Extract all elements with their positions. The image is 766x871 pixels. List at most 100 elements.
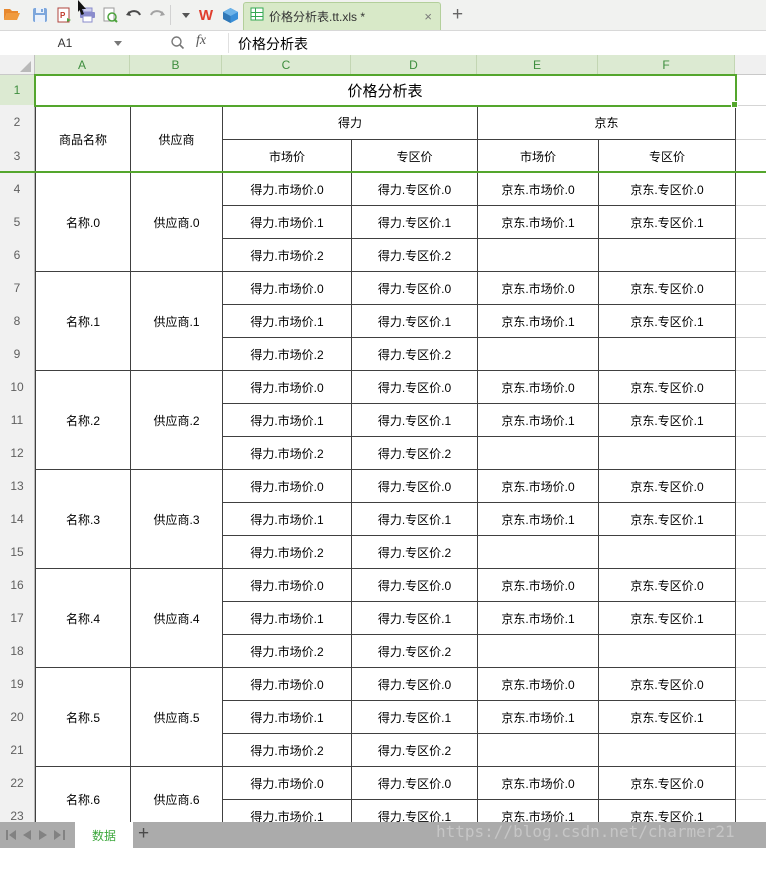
cell-price[interactable]: 京东.专区价.0 [598,469,736,503]
row-header-4[interactable]: 4 [0,172,35,206]
header-cell-deli[interactable]: 得力 [222,105,478,140]
cube-app-icon[interactable] [220,5,240,25]
cell-price[interactable]: 京东.专区价.1 [598,502,736,536]
cell-price[interactable]: 京东.专区价.0 [598,172,736,206]
cell-price[interactable]: 京东.市场价.1 [477,304,599,338]
cell-price[interactable]: 得力.专区价.0 [351,370,478,404]
header-cell-market-2[interactable]: 市场价 [477,139,599,173]
cell-price[interactable] [477,238,599,272]
search-icon[interactable] [170,35,185,55]
cell-price[interactable]: 得力.专区价.0 [351,469,478,503]
cell-price[interactable]: 得力.市场价.0 [222,172,352,206]
header-cell-market-1[interactable]: 市场价 [222,139,352,173]
cell-price[interactable] [477,436,599,470]
cell-price[interactable]: 得力.专区价.0 [351,271,478,305]
formula-bar-content[interactable]: 价格分析表 [238,34,308,54]
cell-price[interactable]: 得力.市场价.2 [222,535,352,569]
cell-price[interactable]: 得力.专区价.1 [351,205,478,239]
row-header-10[interactable]: 10 [0,370,35,404]
column-header-B[interactable]: B [130,55,222,74]
cell-price[interactable]: 京东.专区价.1 [598,205,736,239]
first-sheet-icon[interactable] [4,828,18,842]
cell-price[interactable]: 得力.市场价.0 [222,370,352,404]
last-sheet-icon[interactable] [52,828,66,842]
row-header-12[interactable]: 12 [0,436,35,470]
cell-product-name[interactable]: 名称.2 [35,370,131,470]
row-header-3[interactable]: 3 [0,139,35,173]
header-cell-zone-2[interactable]: 专区价 [598,139,736,173]
cell-price[interactable]: 得力.市场价.0 [222,271,352,305]
sheet-tab-data[interactable]: 数据 [75,822,133,848]
cell-price[interactable]: 京东.市场价.1 [477,205,599,239]
fill-handle[interactable] [731,101,738,108]
cell-price[interactable]: 得力.专区价.2 [351,238,478,272]
row-header-1[interactable]: 1 [0,75,35,106]
row-header-16[interactable]: 16 [0,568,35,602]
row-header-6[interactable]: 6 [0,238,35,272]
cell-supplier[interactable]: 供应商.1 [130,271,223,371]
cell-price[interactable]: 得力.专区价.1 [351,700,478,734]
cell-price[interactable]: 得力.市场价.1 [222,403,352,437]
row-header-9[interactable]: 9 [0,337,35,371]
header-cell-zone-1[interactable]: 专区价 [351,139,478,173]
open-folder-icon[interactable] [2,5,22,25]
row-header-18[interactable]: 18 [0,634,35,668]
row-header-15[interactable]: 15 [0,535,35,569]
column-header-C[interactable]: C [222,55,351,74]
save-icon[interactable] [30,5,50,25]
undo-icon[interactable] [124,5,144,25]
close-icon[interactable]: × [422,9,434,24]
header-cell-supplier[interactable]: 供应商 [130,105,223,173]
row-header-20[interactable]: 20 [0,700,35,734]
cell-price[interactable]: 得力.市场价.0 [222,667,352,701]
insert-function-icon[interactable]: fx [196,33,206,49]
cell-price[interactable]: 京东.市场价.0 [477,271,599,305]
column-header-E[interactable]: E [477,55,598,74]
cell-price[interactable]: 得力.市场价.0 [222,766,352,800]
cell-supplier[interactable]: 供应商.4 [130,568,223,668]
cell-price[interactable]: 京东.市场价.0 [477,370,599,404]
cell-price[interactable]: 京东.市场价.0 [477,568,599,602]
document-tab[interactable]: 价格分析表.tt.xls * × [243,2,441,30]
cell-product-name[interactable]: 名称.3 [35,469,131,569]
cell-price[interactable]: 得力.市场价.0 [222,469,352,503]
cell-price[interactable]: 京东.专区价.0 [598,271,736,305]
cell-price[interactable]: 京东.市场价.0 [477,469,599,503]
cell-price[interactable] [477,733,599,767]
cell-price[interactable] [477,634,599,668]
row-header-21[interactable]: 21 [0,733,35,767]
cell-price[interactable]: 得力.市场价.2 [222,733,352,767]
cell-price[interactable]: 得力.专区价.2 [351,535,478,569]
cell-price[interactable]: 京东.专区价.0 [598,568,736,602]
row-header-13[interactable]: 13 [0,469,35,503]
cell-price[interactable]: 得力.专区价.0 [351,667,478,701]
cell-supplier[interactable]: 供应商.2 [130,370,223,470]
header-cell-jd[interactable]: 京东 [477,105,736,140]
row-header-11[interactable]: 11 [0,403,35,437]
cell-price[interactable]: 京东.市场价.1 [477,403,599,437]
cell-price[interactable] [477,535,599,569]
cell-price[interactable]: 得力.市场价.0 [222,568,352,602]
cell-price[interactable]: 京东.专区价.1 [598,403,736,437]
new-tab-button[interactable]: + [452,3,463,27]
row-header-5[interactable]: 5 [0,205,35,239]
next-sheet-icon[interactable] [36,828,50,842]
cell-price[interactable]: 京东.市场价.1 [477,502,599,536]
cell-price[interactable]: 京东.专区价.1 [598,700,736,734]
cell-price[interactable]: 得力.市场价.2 [222,634,352,668]
cell-price[interactable] [598,634,736,668]
cell-price[interactable]: 京东.专区价.1 [598,304,736,338]
cell-price[interactable]: 得力.专区价.1 [351,601,478,635]
cell-price[interactable]: 京东.专区价.0 [598,667,736,701]
row-header-19[interactable]: 19 [0,667,35,701]
cell-price[interactable]: 京东.专区价.1 [598,601,736,635]
column-header-partial[interactable] [735,55,766,74]
toolbar-dropdown-icon[interactable] [176,5,196,25]
select-all-corner[interactable] [0,55,35,74]
cell-price[interactable]: 得力.市场价.1 [222,601,352,635]
cell-price[interactable]: 得力.专区价.2 [351,337,478,371]
cell-price[interactable] [598,238,736,272]
cell-price[interactable]: 京东.市场价.0 [477,667,599,701]
row-header-14[interactable]: 14 [0,502,35,536]
row-header-22[interactable]: 22 [0,766,35,800]
